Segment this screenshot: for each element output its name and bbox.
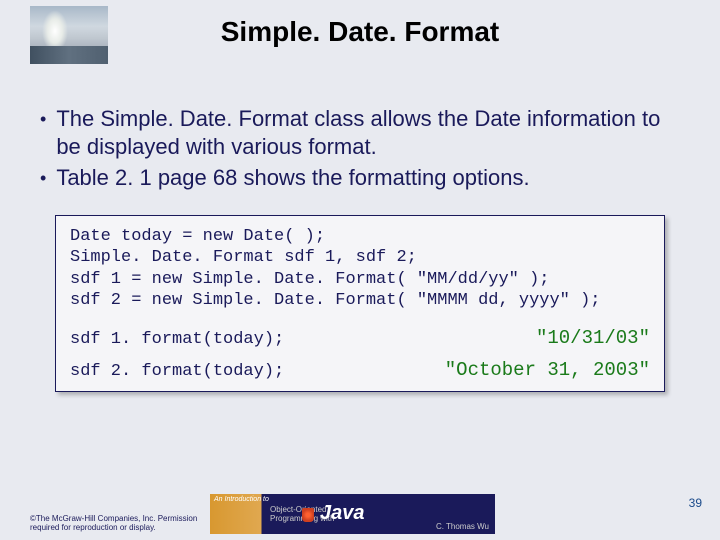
java-cup-icon bbox=[302, 508, 314, 522]
bullet-item: • The Simple. Date. Format class allows … bbox=[40, 105, 680, 160]
bullet-marker: • bbox=[40, 108, 46, 131]
code-line: Date today = new Date( ); bbox=[70, 226, 650, 247]
footer-java-text: Java bbox=[320, 502, 365, 525]
code-block: Date today = new Date( ); Simple. Date. … bbox=[70, 226, 650, 311]
bullet-text: The Simple. Date. Format class allows th… bbox=[56, 105, 680, 160]
code-box: Date today = new Date( ); Simple. Date. … bbox=[55, 215, 665, 392]
result-output: "10/31/03" bbox=[536, 327, 650, 349]
result-row: sdf 2. format(today); "October 31, 2003" bbox=[70, 359, 650, 381]
slide: Simple. Date. Format • The Simple. Date.… bbox=[0, 0, 720, 540]
footer-author: C. Thomas Wu bbox=[436, 522, 489, 531]
bullet-text: Table 2. 1 page 68 shows the formatting … bbox=[56, 164, 529, 192]
result-call: sdf 1. format(today); bbox=[70, 330, 284, 349]
footer-copyright: ©The McGraw-Hill Companies, Inc. Permiss… bbox=[30, 514, 200, 532]
code-line: sdf 1 = new Simple. Date. Format( "MM/dd… bbox=[70, 269, 650, 290]
code-line: Simple. Date. Format sdf 1, sdf 2; bbox=[70, 247, 650, 268]
content-area: • The Simple. Date. Format class allows … bbox=[40, 105, 680, 196]
code-line: sdf 2 = new Simple. Date. Format( "MMMM … bbox=[70, 290, 650, 311]
page-number: 39 bbox=[689, 496, 702, 510]
result-call: sdf 2. format(today); bbox=[70, 362, 284, 381]
bullet-marker: • bbox=[40, 167, 46, 190]
bullet-item: • Table 2. 1 page 68 shows the formattin… bbox=[40, 164, 680, 192]
result-row: sdf 1. format(today); "10/31/03" bbox=[70, 327, 650, 349]
slide-title: Simple. Date. Format bbox=[0, 16, 720, 48]
footer-book-banner: Object-Oriented Programming with Java C.… bbox=[210, 494, 495, 534]
result-output: "October 31, 2003" bbox=[445, 359, 650, 381]
